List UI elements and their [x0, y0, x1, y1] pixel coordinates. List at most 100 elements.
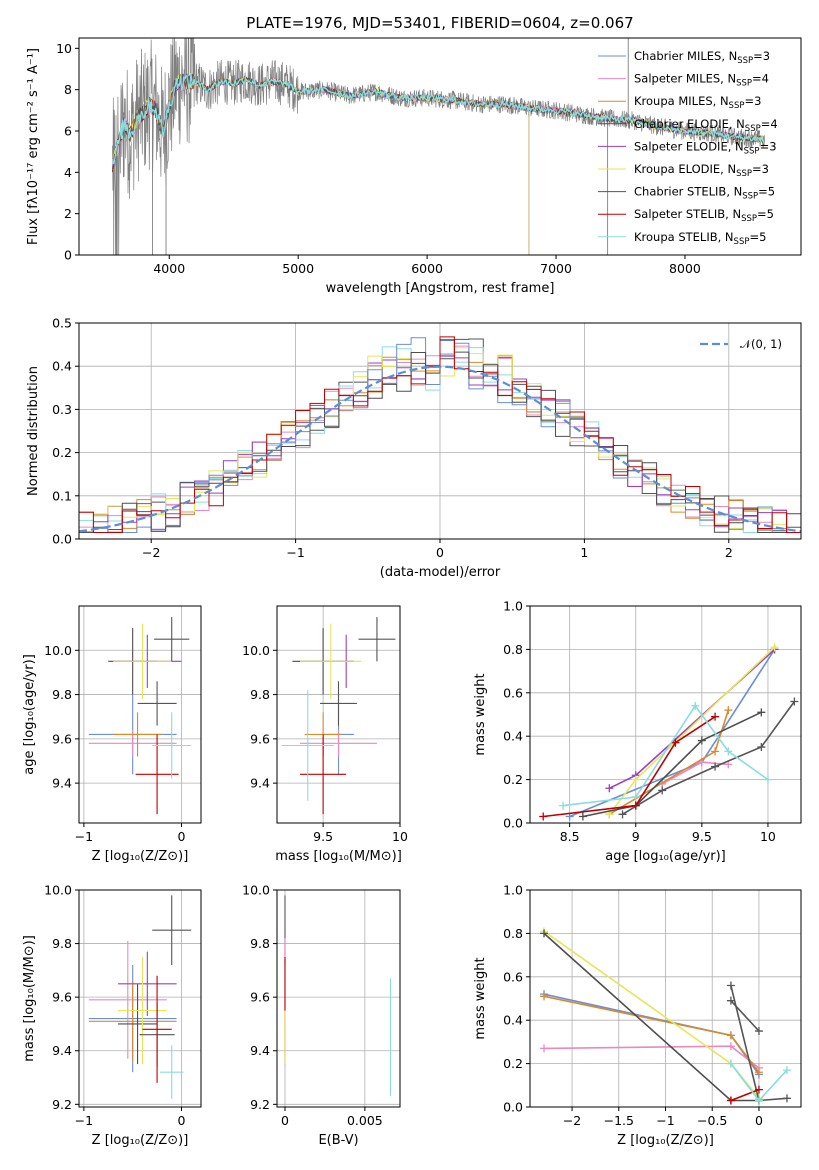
figure-title: PLATE=1976, MJD=53401, FIBERID=0604, z=0… [246, 14, 633, 32]
x-axis-label: mass [log₁₀(M/M⊙)] [275, 849, 402, 864]
plot-area [88, 617, 192, 815]
mass-weight-marker [770, 643, 779, 652]
data-point [113, 623, 172, 699]
data-point [320, 681, 357, 726]
x-tick-label: 9 [632, 829, 640, 844]
y-tick-label: 10.0 [44, 883, 72, 898]
y-tick-label: 9.8 [250, 687, 270, 702]
x-tick-label: 2 [725, 545, 733, 560]
plot-area [88, 895, 192, 1099]
mass-weight-marker [578, 812, 587, 821]
mass-weight-line [582, 711, 762, 818]
y-tick-label: 8 [64, 82, 72, 97]
data-point [300, 734, 347, 815]
x-axis-label: Z [log₁₀(Z/Z⊙)] [92, 1133, 189, 1148]
y-tick-label: 0.4 [52, 359, 72, 374]
gridlines [79, 606, 201, 823]
legend-entry: 𝒩(0, 1) [740, 337, 782, 351]
y-tick-label: 9.4 [52, 776, 72, 791]
y-tick-label: 9.8 [250, 936, 270, 951]
x-tick-label: 0 [178, 1113, 186, 1128]
mass-weight-line [543, 932, 759, 1102]
y-tick-label: 9.6 [250, 731, 270, 746]
axes: −2 −1 0 1 2 0.0 0.1 0.2 0.3 0.4 0.5 (data-model)/er… [26, 316, 802, 580]
mass-weight-marker [726, 1031, 735, 1040]
mass-weight-marker [782, 1066, 791, 1075]
y-axis-label: mass [log₁₀(M/M⊙)] [22, 935, 37, 1062]
y-tick-label: 0.2 [503, 1056, 523, 1071]
x-tick-label: 0 [755, 1113, 763, 1128]
x-tick-label: 0 [178, 829, 186, 844]
panel-massweight_vs_Z: −2 −1.5 −1 −0.5 0 0.0 0.2 0.4 0.6 0.8 1.0 Z [log₁₀(… [473, 883, 802, 1148]
y-tick-label: 0.0 [52, 532, 72, 547]
axes-frame [276, 889, 401, 1108]
y-tick-label: 0.2 [52, 445, 72, 460]
legend-entry: Kroupa STELIB, NSSP=5 [634, 230, 766, 247]
mass-weight-marker [605, 784, 614, 793]
mass-weight-marker [711, 712, 720, 721]
gridlines [277, 889, 400, 1107]
legend: 𝒩(0, 1) [700, 337, 782, 351]
mass-weight-marker [726, 996, 735, 1005]
legend-entry: Salpeter ELODIE, NSSP=3 [634, 139, 777, 156]
data-point [142, 975, 172, 1083]
mass-weight-marker [726, 981, 735, 990]
x-tick-label: 9.5 [692, 829, 712, 844]
mass-weight-marker [618, 810, 627, 819]
legend-entry: Chabrier ELODIE, NSSP=4 [634, 117, 778, 134]
mass-weight-line [730, 1000, 760, 1032]
mass-weight-marker [724, 706, 733, 715]
mass-weight-marker [726, 1096, 735, 1105]
y-tick-label: 0.5 [52, 316, 72, 331]
data-point [88, 940, 167, 1059]
y-tick-label: 10 [56, 41, 72, 56]
mass-weight-marker [540, 992, 549, 1001]
mass-weight-marker [540, 1044, 549, 1053]
y-tick-label: 0.6 [503, 685, 523, 700]
mass-weight-marker [754, 1027, 763, 1036]
mass-weight-marker [754, 1085, 763, 1094]
legend: Chabrier MILES, NSSP=3 Salpeter MILES, NS… [598, 49, 778, 247]
mass-weight-marker [691, 701, 700, 710]
y-tick-label: 0.0 [503, 1100, 523, 1115]
x-tick-label: 8000 [669, 261, 701, 276]
x-tick-label: 7000 [540, 261, 572, 276]
mass-weight-marker [658, 786, 667, 795]
mass-weight-marker [697, 736, 706, 745]
y-tick-label: 0 [64, 248, 72, 263]
y-tick-label: 9.8 [52, 936, 72, 951]
y-tick-label: 9.6 [52, 990, 72, 1005]
panel-mass_vs_Z: −1 0 9.2 9.4 9.6 9.8 10.0 Z [log₁₀(Z/Z⊙)] mass [… [22, 883, 202, 1148]
y-tick-label: 9.2 [250, 1097, 270, 1112]
axes-frame [529, 605, 802, 824]
x-tick-label: 5000 [282, 261, 314, 276]
x-tick-label: 6000 [411, 261, 443, 276]
mass-weight-marker [711, 747, 720, 756]
data-point [152, 712, 192, 779]
mass-weight-marker [559, 801, 568, 810]
plot-area [540, 927, 791, 1105]
x-tick-label: −1 [75, 1113, 93, 1128]
data-point [152, 895, 192, 966]
mass-weight-marker [790, 697, 799, 706]
y-axis-label: mass weight [473, 957, 488, 1039]
gridlines [79, 889, 201, 1107]
data-point [160, 1045, 184, 1099]
x-tick-label: 0 [281, 1113, 289, 1128]
plot-area [79, 336, 801, 533]
x-tick-label: 0.005 [347, 1113, 383, 1128]
x-tick-label: 4000 [153, 261, 185, 276]
y-tick-label: 9.2 [52, 1097, 72, 1112]
x-tick-label: −1.5 [604, 1113, 634, 1128]
panel-spectrum: 4000 5000 6000 7000 8000 0 2 4 6 8 10 wavelength [A… [26, 37, 802, 296]
mass-weight-marker [631, 792, 640, 801]
mass-weight-marker [724, 747, 733, 756]
data-point [137, 681, 177, 726]
data-point [113, 712, 162, 757]
legend-entry: Salpeter MILES, NSSP=4 [634, 72, 769, 89]
gaussian-curve [79, 365, 801, 533]
y-tick-label: 0.6 [503, 969, 523, 984]
x-tick-label: −1 [75, 829, 93, 844]
plot-area [284, 895, 391, 1097]
